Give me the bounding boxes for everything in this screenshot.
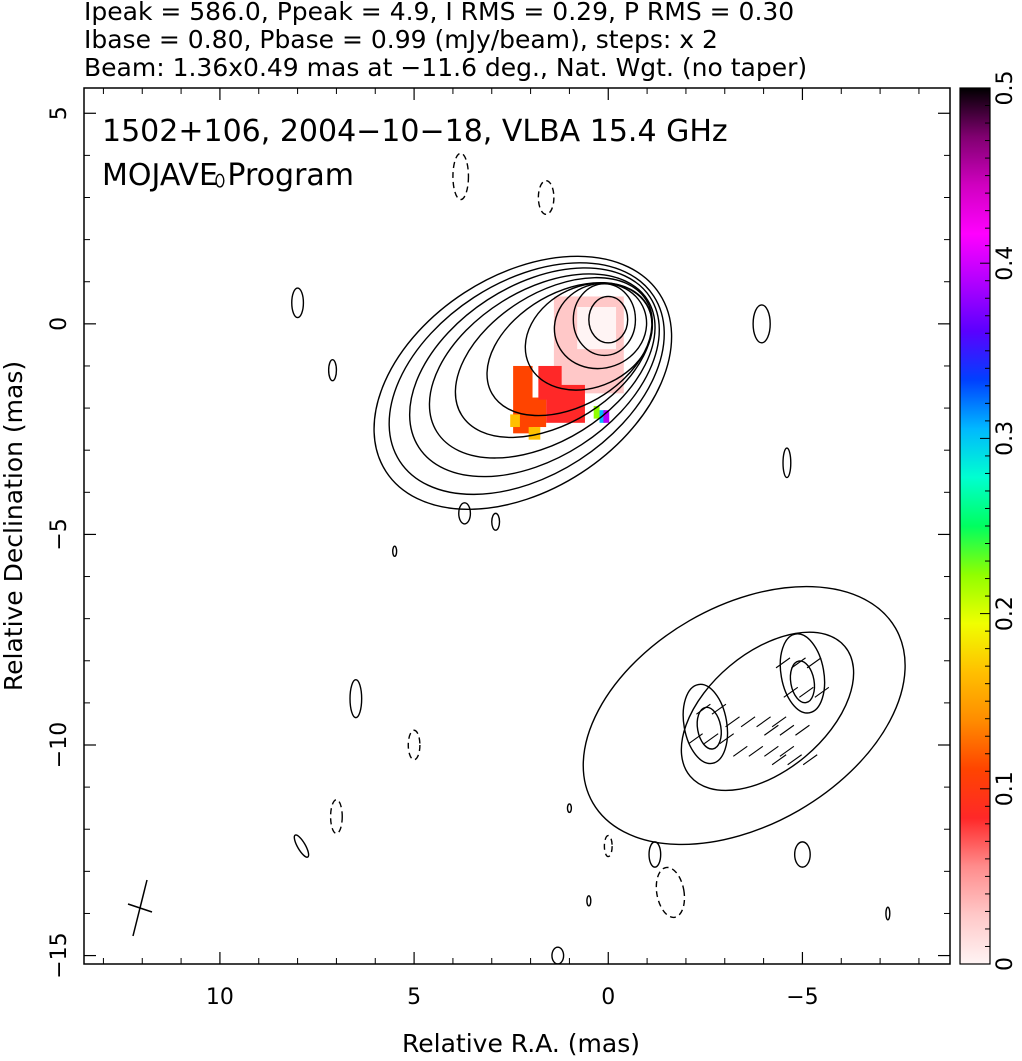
core-contour-8 (388, 262, 665, 496)
noise-contour-1 (537, 179, 555, 216)
y-tick-label: 0 (47, 317, 72, 331)
polarization-patch-8 (593, 405, 600, 419)
evpa-tick-2-1 (771, 716, 787, 728)
x-tick-label: 10 (206, 985, 234, 1010)
colorbar-tick-label: 0.5 (993, 71, 1018, 106)
core-contour-4 (486, 281, 653, 417)
core-contour-2 (553, 282, 648, 370)
jet-contour-2 (682, 683, 729, 765)
jet-contour-1 (680, 631, 855, 792)
y-tick-label: −15 (47, 932, 72, 978)
colorbar-tick-label: 0 (993, 957, 1018, 971)
noise-contour-6 (458, 502, 472, 525)
x-tick-label: 5 (407, 985, 421, 1010)
noise-contour-15 (793, 841, 811, 868)
y-axis-label: Relative Declination (mas) (0, 361, 28, 691)
jet-contour-5 (789, 660, 816, 704)
noise-contour-5 (782, 447, 792, 479)
contour-layer (215, 152, 906, 964)
x-tick-label: 0 (601, 985, 615, 1010)
evpa-tick-0-1 (711, 703, 727, 715)
chart-title: 1502+106, 2004−10−18, VLBA 15.4 GHz (102, 114, 728, 149)
plot-area: 10 5 0 −5 5 0 −5 −10 −15 (47, 87, 951, 1010)
noise-contour-9 (407, 729, 421, 761)
colorbar-ticks: 0 0.1 0.2 0.3 0.4 0.5 (980, 71, 1018, 971)
x-axis-label: Relative R.A. (mas) (402, 1029, 640, 1058)
colorbar-tick-label: 0.3 (993, 421, 1018, 456)
polarization-patch-10 (603, 410, 610, 423)
colorbar: 0 0.1 0.2 0.3 0.4 0.5 (959, 71, 1018, 971)
noise-contour-16 (551, 946, 565, 964)
evpa-tick-1-4 (783, 686, 799, 698)
chart-subtitle: MOJAVE Program (102, 158, 354, 193)
noise-contour-20 (566, 803, 573, 814)
noise-contour-2 (291, 287, 305, 319)
core-contour-9 (373, 255, 673, 511)
evpa-tick-1-1 (806, 657, 822, 669)
colorbar-tick-label: 0.4 (993, 246, 1018, 281)
evpa-tick-2-0 (779, 745, 795, 757)
evpa-tick-2-3 (756, 716, 771, 728)
core-contour-0 (588, 295, 629, 344)
evpa-tick-3-3 (779, 724, 795, 736)
header-line-3: Beam: 1.36x0.49 mas at −11.6 deg., Nat. … (84, 53, 807, 82)
header-line-1: Ipeak = 586.0, Ppeak = 4.9, I RMS = 0.29… (84, 0, 794, 26)
noise-contour-12 (648, 841, 662, 868)
noise-contour-14 (655, 866, 686, 919)
noise-contour-3 (327, 358, 338, 382)
evpa-tick-0-2 (703, 733, 719, 745)
colorbar-tick-label: 0.2 (993, 596, 1018, 631)
beam-marker (127, 879, 153, 937)
evpa-tick-1-0 (814, 686, 830, 698)
y-tick-label: −5 (47, 518, 72, 550)
jet-contour-0 (582, 585, 906, 846)
y-tick-label: −10 (47, 722, 72, 768)
evpa-tick-2-2 (764, 745, 779, 757)
evpa-tick-2-6 (732, 745, 748, 757)
noise-contour-21 (392, 545, 398, 558)
evpa-tick-0-3 (696, 703, 711, 715)
evpa-tick-1-5 (775, 657, 791, 669)
noise-contour-19 (586, 895, 592, 907)
evpa-tick-3-0 (802, 754, 818, 766)
evpa-tick-2-4 (748, 745, 764, 757)
jet-contour-3 (779, 633, 826, 714)
x-axis-ticks: 10 5 0 −5 (102, 88, 920, 1010)
evpa-tick-3-2 (787, 754, 802, 766)
noise-contour-11 (293, 834, 310, 858)
colorbar-tick-label: 0.1 (993, 771, 1018, 806)
noise-contour-17 (885, 906, 891, 921)
evpa-tick-0-0 (719, 733, 735, 745)
evpa-tick-3-5 (764, 724, 779, 736)
evpa-tick-2-5 (740, 716, 756, 728)
plot-frame (83, 87, 951, 965)
evpa-tick-2-7 (725, 716, 740, 728)
noise-contour-13 (603, 834, 613, 858)
noise-contour-18 (215, 173, 225, 188)
polarization-image (510, 296, 624, 440)
x-tick-label: −5 (786, 985, 818, 1010)
header-line-2: Ibase = 0.80, Pbase = 0.99 (mJy/beam), s… (84, 25, 718, 54)
noise-contour-10 (329, 799, 343, 835)
evpa-tick-3-4 (771, 754, 787, 766)
evpa-tick-1-2 (798, 686, 814, 698)
evpa-tick-1-3 (791, 657, 806, 669)
evpa-tick-0-4 (688, 733, 703, 745)
core-contour-6 (428, 273, 656, 459)
y-axis-ticks: 5 0 −5 −10 −15 (47, 106, 950, 979)
noise-contour-8 (349, 679, 363, 719)
y-tick-label: 5 (47, 106, 72, 120)
noise-contour-7 (491, 512, 501, 531)
core-contour-7 (408, 267, 660, 478)
polarization-patch-4 (538, 365, 562, 400)
polarization-patch-7 (528, 427, 541, 440)
core-contour-5 (454, 276, 654, 439)
evpa-tick-3-1 (795, 724, 810, 736)
noise-contour-4 (752, 304, 771, 344)
noise-contour-0 (452, 152, 470, 201)
polarization-patch-6 (510, 414, 520, 428)
